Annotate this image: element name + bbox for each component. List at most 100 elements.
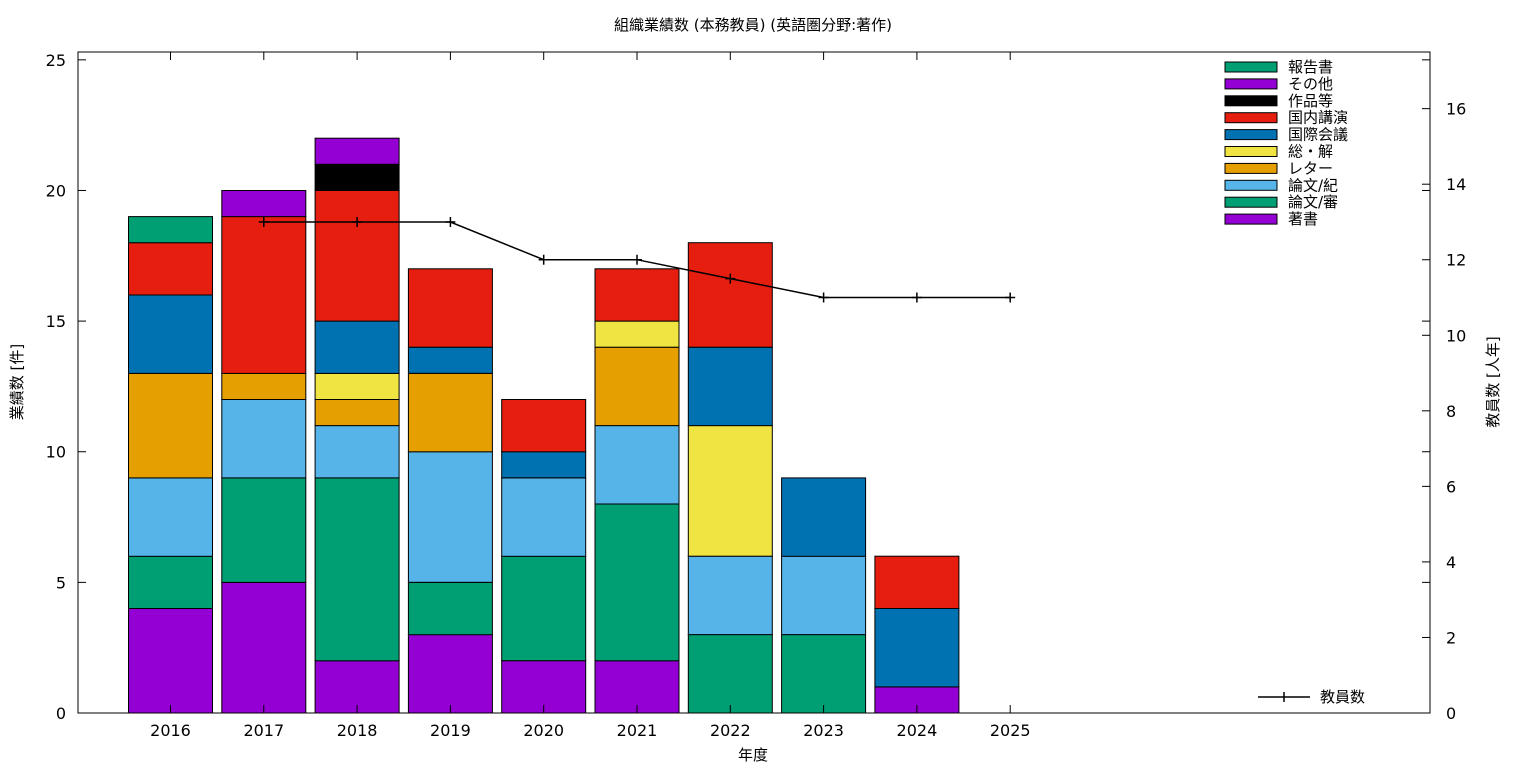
bar-2020-series-1 (501, 555, 587, 662)
bars-layer (128, 137, 960, 714)
y2-tick-label: 0 (1446, 704, 1456, 723)
legend-label-2: 作品等 (1288, 92, 1333, 110)
bar-2018-series-4 (314, 372, 400, 400)
y-tick-label: 15 (46, 312, 66, 331)
legend-label-9: 著書 (1288, 210, 1318, 228)
bar-2017-series-6 (221, 216, 307, 374)
legend-label-6: レター (1288, 159, 1333, 177)
x-axis-label: 年度 (738, 746, 768, 764)
legend-label-4: 国際会議 (1288, 126, 1348, 144)
bar-2019-series-5 (407, 346, 493, 374)
x-tick-label: 2016 (150, 721, 191, 740)
y-tick-label: 25 (46, 51, 66, 70)
y2-tick-label: 12 (1446, 251, 1466, 270)
legend-line-label: 教員数 (1320, 688, 1365, 706)
legend-swatch-6 (1224, 162, 1278, 174)
y2-tick-label: 2 (1446, 628, 1456, 647)
bar-2022-series-2 (687, 555, 773, 636)
bar-2022-series-1 (687, 634, 773, 714)
y2-tick-label: 8 (1446, 402, 1456, 421)
bar-2018-series-0 (314, 660, 400, 714)
y2-axis: 0 2 4 6 8 10 12 14 16 (1422, 100, 1466, 723)
bar-2018-series-5 (314, 320, 400, 374)
bar-2021-series-3 (594, 346, 680, 427)
bar-2022-series-6 (687, 242, 773, 348)
legend-swatch-8 (1224, 196, 1278, 208)
legend-swatch-7 (1224, 179, 1278, 191)
y-axis-label: 業績数 [件] (8, 344, 26, 420)
bar-2017-series-3 (221, 372, 307, 400)
legend-label-8: 論文/審 (1288, 193, 1338, 211)
legend-label-0: 報告書 (1288, 58, 1333, 76)
bar-2018-series-3 (314, 399, 400, 427)
y-tick-label: 0 (56, 704, 66, 723)
legend-swatch-9 (1224, 213, 1278, 225)
bar-2017-series-2 (221, 399, 307, 479)
legend-swatch-2 (1224, 95, 1278, 107)
legend-label-7: 論文/紀 (1288, 176, 1338, 194)
legend-swatch-1 (1224, 78, 1278, 90)
bar-2016-series-9 (128, 216, 213, 244)
bar-2018-series-8 (314, 137, 400, 165)
x-tick-label: 2022 (710, 721, 751, 740)
y2-tick-label: 6 (1446, 477, 1456, 496)
bar-2021-series-6 (594, 268, 680, 322)
y-tick-label: 5 (56, 573, 66, 592)
x-tick-label: 2018 (337, 721, 378, 740)
y-tick-label: 20 (46, 181, 66, 200)
legend-label-1: その他 (1288, 75, 1333, 93)
chart-title: 組織業績数 (本務教員) (英語圏分野:著作) (614, 16, 892, 34)
legend-swatch-0 (1224, 61, 1278, 73)
bar-2019-series-6 (407, 268, 493, 348)
legend-swatch-4 (1224, 129, 1278, 141)
bar-2021-series-4 (594, 320, 680, 348)
bar-2017-series-1 (221, 477, 307, 583)
y2-tick-label: 4 (1446, 553, 1456, 572)
y2-axis-label: 教員数 [人年] (1484, 336, 1502, 427)
line-layer (258, 216, 1016, 303)
bar-2018-series-6 (314, 190, 400, 322)
bar-2020-series-5 (501, 451, 587, 479)
plot-frame (77, 51, 1431, 714)
bar-2016-series-2 (128, 477, 213, 557)
bar-2017-series-0 (221, 581, 307, 714)
bar-2020-series-2 (501, 477, 587, 557)
bar-2019-series-2 (407, 451, 493, 583)
bar-2019-series-1 (407, 581, 493, 636)
x-tick-label: 2021 (617, 721, 658, 740)
bar-2019-series-0 (407, 634, 493, 714)
x-axis: 2016 2017 2018 2019 2020 2021 2022 2023 2024 2025 (150, 52, 1031, 740)
x-tick-label: 2017 (243, 721, 284, 740)
bar-2022-series-4 (687, 425, 773, 557)
y2-tick-label: 14 (1446, 175, 1466, 194)
bar-2018-series-1 (314, 477, 400, 662)
y2-tick-label: 10 (1446, 326, 1466, 345)
bar-2019-series-3 (407, 372, 493, 453)
x-tick-label: 2025 (990, 721, 1031, 740)
bar-2021-series-1 (594, 503, 680, 662)
x-tick-label: 2024 (897, 721, 938, 740)
bar-2018-series-2 (314, 425, 400, 479)
bar-2024-series-5 (874, 608, 960, 688)
bar-2016-series-6 (128, 242, 213, 296)
bar-2016-series-1 (128, 555, 213, 610)
bar-2018-series-7 (314, 163, 400, 191)
x-tick-label: 2023 (803, 721, 844, 740)
bar-2016-series-3 (128, 372, 213, 479)
bar-2022-series-5 (687, 346, 773, 427)
y-tick-label: 10 (46, 443, 66, 462)
legend-swatch-5 (1224, 146, 1278, 157)
bar-2017-series-8 (221, 190, 307, 218)
bar-2023-series-5 (781, 477, 867, 557)
x-tick-label: 2019 (430, 721, 471, 740)
bar-2024-series-6 (874, 555, 960, 610)
y2-tick-label: 16 (1446, 100, 1466, 119)
bar-2023-series-1 (781, 634, 867, 714)
bar-2020-series-0 (501, 660, 587, 714)
bar-2021-series-2 (594, 425, 680, 505)
legend-line: 教員数 (1258, 688, 1365, 706)
legend-label-5: 総・解 (1288, 143, 1333, 161)
bar-2020-series-6 (501, 399, 587, 453)
